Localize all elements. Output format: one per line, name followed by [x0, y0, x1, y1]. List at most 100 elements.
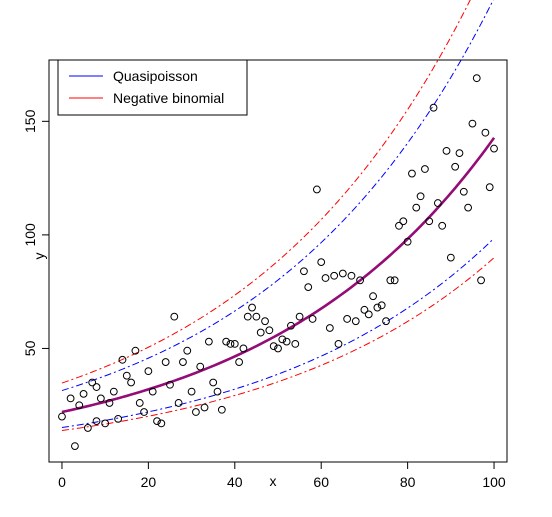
x-tick-label: 20 — [141, 474, 157, 490]
data-point — [209, 378, 218, 387]
y-axis-label: y — [31, 253, 47, 260]
data-point — [416, 192, 425, 201]
data-point — [459, 187, 468, 196]
data-point — [408, 169, 416, 178]
data-point — [196, 362, 205, 371]
data-point — [66, 394, 75, 403]
data-point — [127, 378, 135, 387]
data-point — [79, 389, 88, 398]
data-point — [312, 185, 321, 194]
data-point — [386, 276, 395, 285]
data-point — [425, 217, 434, 226]
y-tick-label: 150 — [22, 109, 38, 133]
data-point — [399, 217, 408, 226]
data-point — [429, 103, 438, 112]
data-point — [170, 312, 179, 321]
data-point — [438, 221, 447, 230]
data-point — [135, 399, 144, 407]
data-point — [304, 283, 313, 292]
data-point — [101, 419, 110, 428]
data-point — [213, 387, 222, 396]
data-point — [274, 344, 282, 353]
data-point — [192, 408, 200, 416]
data-point — [256, 328, 265, 337]
data-point — [278, 335, 287, 344]
data-point — [382, 317, 390, 326]
data-point — [109, 387, 118, 396]
fit-line-quasipoisson — [61, 137, 496, 414]
band-lower-quasipoisson — [61, 237, 495, 429]
data-point — [235, 358, 244, 366]
data-point — [226, 339, 235, 348]
data-point — [248, 303, 256, 312]
data-point — [114, 414, 123, 423]
data-point — [308, 315, 317, 323]
data-point — [187, 387, 196, 396]
data-point — [166, 380, 174, 389]
data-point — [140, 408, 148, 416]
x-tick-label: 100 — [482, 474, 506, 490]
data-points — [58, 74, 498, 451]
band-upper-quasipoisson — [61, 0, 494, 392]
data-point — [200, 403, 209, 412]
data-point — [148, 387, 157, 396]
data-point — [356, 276, 364, 285]
data-point — [468, 119, 477, 128]
y-tick-label: 50 — [22, 340, 38, 356]
data-point — [481, 128, 490, 137]
data-point — [204, 337, 213, 346]
data-point — [92, 417, 101, 426]
data-point — [317, 258, 326, 267]
data-point — [252, 312, 261, 321]
data-point — [321, 274, 330, 282]
data-point — [161, 358, 170, 366]
data-point — [261, 317, 269, 326]
x-tick-label: 40 — [227, 474, 243, 490]
data-point — [451, 162, 460, 171]
data-point — [105, 399, 114, 407]
data-point — [472, 74, 481, 83]
data-point — [179, 358, 187, 366]
data-point — [364, 310, 373, 319]
data-point — [144, 367, 153, 376]
data-point — [464, 203, 473, 212]
data-point — [421, 165, 429, 173]
data-point — [360, 305, 369, 314]
data-point — [222, 337, 231, 346]
data-point — [92, 383, 101, 391]
data-point — [282, 337, 291, 346]
plot-frame — [48, 59, 508, 463]
data-point — [325, 324, 334, 332]
data-point — [118, 355, 127, 364]
data-point — [75, 401, 84, 410]
data-point — [477, 276, 485, 285]
data-point — [295, 312, 304, 321]
data-point — [334, 339, 343, 348]
data-point — [174, 399, 183, 407]
data-point — [291, 339, 300, 348]
data-point — [373, 303, 382, 312]
x-tick-label: 0 — [58, 474, 66, 490]
band-upper-negative-binomial — [61, 0, 471, 384]
data-point — [442, 146, 451, 155]
y-axis: 50 100 150 — [22, 109, 49, 356]
data-point — [338, 269, 347, 278]
data-point — [71, 442, 79, 451]
y-tick-label: 100 — [22, 223, 38, 247]
data-point — [403, 237, 412, 246]
data-point — [243, 312, 252, 321]
data-point — [412, 203, 421, 212]
data-point — [269, 342, 278, 351]
data-point — [265, 326, 274, 335]
x-tick-label: 60 — [313, 474, 329, 490]
data-point — [395, 221, 403, 230]
data-point — [230, 339, 239, 348]
data-point — [131, 346, 140, 355]
data-point — [122, 371, 131, 380]
data-point — [446, 253, 455, 262]
data-point — [455, 149, 464, 158]
data-point — [377, 301, 386, 310]
data-point — [239, 344, 248, 353]
data-point — [157, 419, 166, 428]
